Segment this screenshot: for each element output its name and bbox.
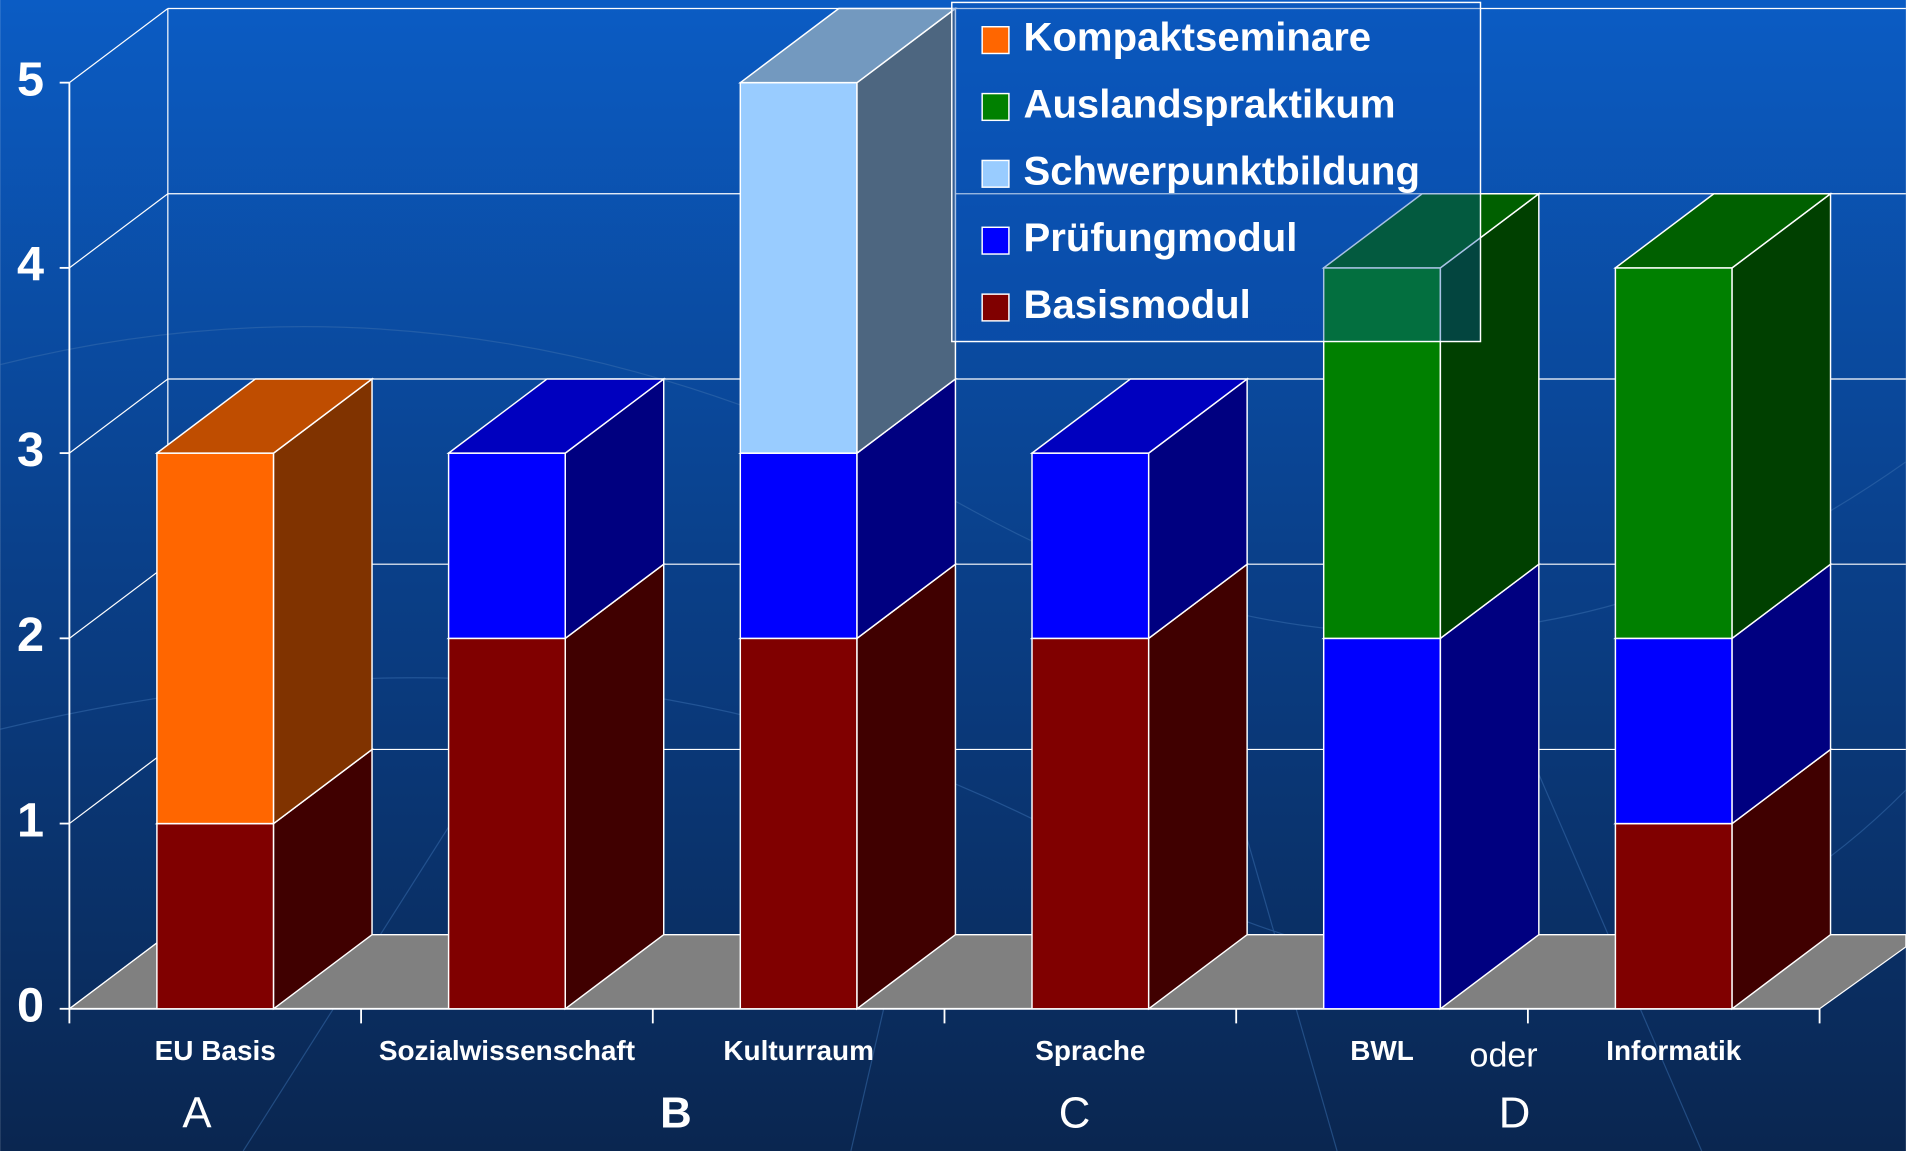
legend-label: Kompaktseminare [1023,16,1371,60]
bar-top [446,378,666,454]
annotation: oder [1470,1036,1538,1074]
x-tick-label: BWL [1350,1035,1414,1066]
bar-segment [1031,637,1150,1010]
annotation: B [660,1088,692,1137]
grid-line [69,563,169,639]
annotation: A [182,1088,212,1137]
legend-swatch [981,92,1010,122]
bar-segment [739,452,858,640]
legend-box [951,1,1482,343]
y-tick-label: 3 [17,423,44,477]
bar-segment [1031,452,1150,640]
bar-segment [1322,267,1442,640]
bar-side [856,7,957,455]
grid-line [69,8,169,84]
y-tick-label: 1 [17,793,44,847]
legend-swatch [981,26,1010,55]
y-tick-label: 0 [17,979,44,1033]
bar-top [1613,193,1833,269]
bar-segment [156,822,275,1010]
bar-segment [156,452,275,825]
x-tick-label: Informatik [1606,1035,1742,1066]
y-tick-label: 4 [17,238,44,292]
grid-line [69,193,169,269]
bar-segment [1322,637,1442,1010]
bar-side [1147,562,1248,1011]
y-tick-label: 2 [17,608,44,662]
legend-label: Basismodul [1023,283,1250,327]
bar-top [1029,378,1250,454]
x-tick-label: Sozialwissenschaft [379,1035,635,1066]
grid-line [69,378,169,454]
x-tick-label: Kulturraum [723,1035,874,1066]
grid-line [69,748,169,825]
bar-side [564,562,665,1011]
bar-side [856,562,957,1011]
y-tick-label: 5 [17,52,44,106]
bar-segment [1614,637,1733,825]
legend-label: Auslandspraktikum [1023,83,1395,127]
bar-side [1731,192,1832,640]
bar-top [738,7,958,84]
legend-label: Schwerpunktbildung [1023,149,1419,193]
bar-side [1439,562,1540,1011]
bar-segment [739,637,858,1010]
bar-segment [1614,822,1733,1010]
bar-segment [447,452,567,640]
bar-segment [739,81,858,454]
legend-swatch [981,293,1010,322]
annotation: D [1499,1088,1531,1137]
legend-swatch [981,159,1010,188]
x-tick-label: Sprache [1035,1035,1145,1066]
bar-top [1321,193,1542,269]
grid-line [69,934,169,1010]
bar-segment [1614,267,1733,640]
annotation: C [1059,1088,1091,1137]
bar-segment [447,637,567,1010]
x-tick-label: EU Basis [155,1035,276,1066]
legend-swatch [981,226,1010,255]
bar-top [154,378,375,454]
legend-label: Prüfungmodul [1023,216,1297,260]
bar-side [272,377,373,826]
